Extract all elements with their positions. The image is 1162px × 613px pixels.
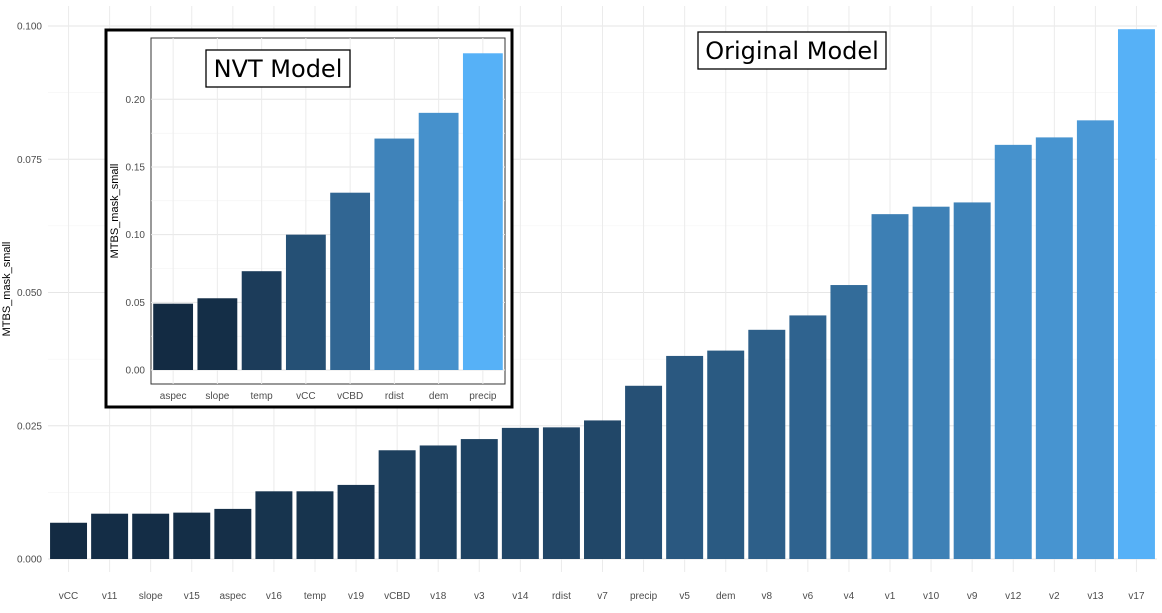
main-bar (912, 206, 950, 559)
main-bar (50, 522, 88, 559)
main-y-axis-title: MTBS_mask_small (1, 242, 13, 337)
main-bar (1076, 120, 1114, 559)
main-x-tick-label: v7 (597, 591, 608, 602)
inset-chart: 0.00 0.05 0.10 0.15 0.20 aspec slope temp vCC vCB… (104, 28, 514, 409)
main-bar (871, 214, 909, 560)
main-bar (830, 285, 868, 559)
inset-bar (374, 138, 415, 370)
inset-y-tick-label: 0.00 (126, 366, 146, 377)
main-bar (378, 450, 416, 559)
main-bar (419, 445, 457, 559)
inset-x-tick-label: aspec (160, 391, 187, 402)
main-x-tick-label: vCC (59, 591, 78, 602)
main-bar (132, 513, 170, 559)
main-x-tick-label: v13 (1087, 591, 1104, 602)
main-bar (91, 513, 129, 559)
inset-bar (462, 53, 503, 371)
main-x-tick-label: v5 (679, 591, 690, 602)
main-chart: 0.000 0.025 0.050 0.075 0.100 vCC v11 slope v15 a… (1, 6, 1157, 602)
main-x-tick-label: v14 (512, 591, 529, 602)
main-bar (296, 491, 334, 559)
inset-y-axis-title: MTBS_mask_small (109, 164, 121, 259)
main-bar (789, 315, 827, 559)
main-y-tick-label: 0.100 (17, 22, 42, 33)
main-bar (625, 385, 663, 559)
main-y-tick-label: 0.000 (17, 555, 42, 566)
main-x-tick-label: v1 (885, 591, 896, 602)
inset-y-tick-label: 0.15 (126, 162, 146, 173)
main-x-tick-label: v18 (430, 591, 447, 602)
main-bar (707, 350, 745, 559)
nvt-model-label: NVT Model (214, 55, 343, 83)
main-bar (1117, 29, 1155, 560)
main-bar (214, 508, 252, 559)
main-y-tick-label: 0.050 (17, 288, 42, 299)
inset-bar (153, 303, 194, 370)
inset-x-tick-label: vCC (296, 391, 315, 402)
main-bar (584, 420, 621, 559)
main-bar (337, 484, 375, 559)
main-x-tick-label: vCBD (384, 591, 410, 602)
original-model-label: Original Model (705, 37, 879, 65)
main-x-tick-label: v2 (1049, 591, 1060, 602)
main-bar (994, 144, 1032, 559)
original-model-label-box (697, 31, 887, 70)
main-x-tick-label: aspec (219, 591, 246, 602)
main-x-tick-label: v16 (266, 591, 283, 602)
inset-x-tick-label: slope (205, 391, 229, 402)
inset-x-tick-label: precip (469, 391, 497, 402)
main-y-tick-label: 0.075 (17, 155, 42, 166)
inset-y-tick-label: 0.10 (126, 230, 146, 241)
inset-bar (197, 298, 238, 370)
inset-bar (241, 271, 282, 370)
main-x-tick-label: temp (304, 591, 327, 602)
main-x-tick-label: v3 (474, 591, 485, 602)
main-bar (501, 427, 539, 559)
main-bar (748, 329, 786, 559)
main-bar (460, 439, 498, 559)
main-x-tick-label: rdist (552, 591, 571, 602)
inset-x-tick-label: temp (251, 391, 274, 402)
inset-y-tick-label: 0.20 (126, 95, 146, 106)
main-x-tick-label: slope (139, 591, 163, 602)
inset-x-tick-label: rdist (385, 391, 404, 402)
main-bar (666, 355, 704, 559)
main-x-tick-label: v4 (844, 591, 855, 602)
inset-bar (418, 112, 459, 371)
main-x-tick-label: v10 (923, 591, 940, 602)
main-x-tick-label: v15 (184, 591, 201, 602)
main-x-tick-label: v8 (762, 591, 773, 602)
main-bar (173, 512, 211, 559)
main-bar (953, 202, 991, 559)
main-x-tick-label: v12 (1005, 591, 1022, 602)
inset-bar (285, 234, 326, 370)
inset-x-tick-label: dem (429, 391, 448, 402)
inset-x-tick-label: vCBD (337, 391, 363, 402)
main-bar (255, 491, 293, 559)
main-bar (542, 427, 580, 559)
main-x-tick-label: precip (630, 591, 658, 602)
main-x-tick-label: v19 (348, 591, 365, 602)
main-x-tick-label: dem (716, 591, 735, 602)
nvt-model-label-box (205, 49, 351, 88)
main-x-tick-label: v17 (1128, 591, 1145, 602)
main-x-tick-label: v11 (102, 591, 118, 602)
inset-y-tick-label: 0.05 (126, 298, 146, 309)
main-x-tick-label: v9 (967, 591, 978, 602)
main-bar (1035, 137, 1073, 559)
inset-bar (330, 192, 371, 370)
main-y-tick-label: 0.025 (17, 421, 42, 432)
main-x-tick-label: v6 (803, 591, 814, 602)
